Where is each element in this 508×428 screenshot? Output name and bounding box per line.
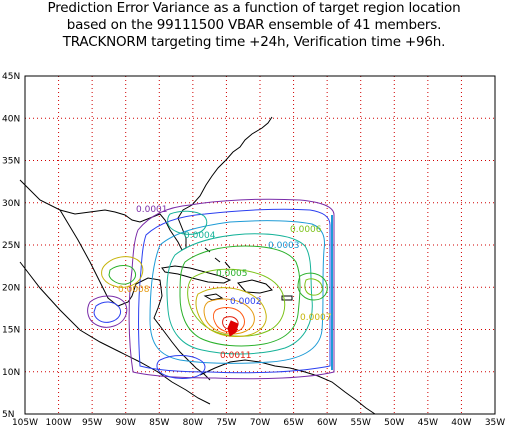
title-line-1: Prediction Error Variance as a function … <box>47 0 461 16</box>
axis-tick-labels: 105W 100W 95W 90W 85W 80W 75W 70W 65W 60W 55W 50W 45… <box>2 72 505 428</box>
contour-label: 0.0006 <box>290 225 322 235</box>
coastline-jamaica <box>203 293 224 301</box>
title-block: Prediction Error Variance as a function … <box>0 0 508 51</box>
lon-tick-label: 40W <box>451 418 471 428</box>
lat-tick-label: 30N <box>2 199 20 209</box>
contour-nw-blob <box>101 256 144 288</box>
lat-tick-label: 25N <box>2 241 20 251</box>
plot-frame <box>24 75 496 415</box>
contour-north-loop <box>167 210 208 235</box>
lon-tick-label: 80W <box>183 418 203 428</box>
lat-tick-label: 5N <box>2 410 14 420</box>
contour-west-loop-2 <box>93 301 122 323</box>
contour-0.0006 <box>187 268 286 337</box>
lon-tick-label: 50W <box>384 418 404 428</box>
contour-west-loop <box>87 295 128 328</box>
max-marker <box>227 320 239 337</box>
lon-tick-label: 35W <box>485 418 505 428</box>
contour-south-loop <box>156 355 206 379</box>
lat-tick-label: 40N <box>2 114 20 124</box>
contour-0.0007 <box>195 287 267 337</box>
coastline-north-america <box>19 116 273 251</box>
contour-0.0004 <box>166 233 313 355</box>
contour-ne-loop-2 <box>304 278 323 296</box>
contour-ne-loop <box>297 272 328 301</box>
contour-label: 0.0004 <box>184 231 216 241</box>
contour-0.0008 <box>203 298 255 335</box>
contour-label: 0.0008 <box>118 285 150 295</box>
contour-label: 0.0003 <box>268 241 300 251</box>
coastline-bahamas <box>204 247 231 269</box>
contour-nw-blob-2 <box>108 265 137 285</box>
contour-label: 0.0005 <box>216 269 248 279</box>
lon-tick-label: 60W <box>317 418 337 428</box>
title-line-2: based on the 99111500 VBAR ensemble of 4… <box>66 17 442 33</box>
lon-tick-label: 85W <box>149 418 169 428</box>
lat-tick-label: 20N <box>2 283 20 293</box>
contour-0.0001 <box>128 198 335 380</box>
lon-tick-label: 55W <box>351 418 371 428</box>
lat-tick-label: 10N <box>2 368 20 378</box>
contour-field <box>87 198 335 380</box>
contour-labels: 0.0001 0.0002 0.0003 0.0004 0.0005 0.0006 0.00… <box>118 205 332 361</box>
title-line-3: TRACKNORM targeting time +24h, Verificat… <box>62 34 446 50</box>
lat-tick-label: 35N <box>2 157 20 167</box>
coastline-south-america <box>199 359 376 415</box>
contour-label: 0.0002 <box>230 297 262 307</box>
contour-0.0009 <box>213 307 245 333</box>
lon-tick-label: 65W <box>283 418 303 428</box>
lon-tick-label: 75W <box>216 418 236 428</box>
lon-tick-label: 105W <box>12 418 38 428</box>
lon-tick-label: 95W <box>82 418 102 428</box>
lon-tick-label: 45W <box>418 418 438 428</box>
lon-tick-label: 90W <box>116 418 136 428</box>
contour-0.0003 <box>149 220 325 364</box>
contour-label: 0.0011 <box>220 351 252 361</box>
contour-0.0005 <box>179 245 301 347</box>
contour-label: 0.0001 <box>136 205 168 215</box>
lon-tick-label: 70W <box>250 418 270 428</box>
lat-tick-label: 45N <box>2 72 20 82</box>
lat-tick-label: 15N <box>2 326 20 336</box>
coastline-pacific <box>19 261 211 405</box>
coastlines <box>19 116 376 415</box>
contour-label: 0.0007 <box>300 313 332 323</box>
lon-tick-label: 100W <box>46 418 72 428</box>
coastline-cuba <box>161 265 232 284</box>
contour-0.0002 <box>138 208 331 374</box>
grid-lines <box>25 76 495 414</box>
